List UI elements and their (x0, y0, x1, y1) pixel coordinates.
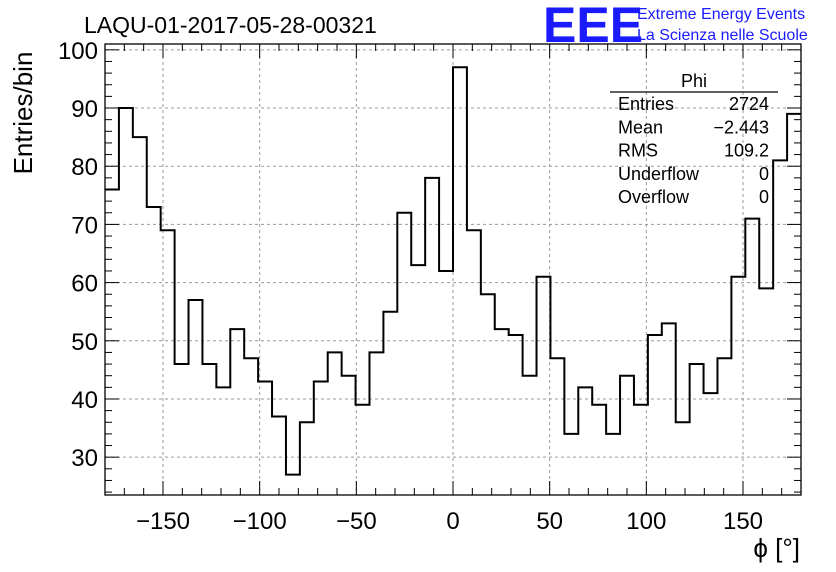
histogram-line (105, 66, 801, 476)
y-tick-label-1: 40 (71, 387, 98, 414)
eee-logo: EEE Extreme Energy Events La Scienza nel… (543, 0, 808, 53)
chart-title: LAQU-01-2017-05-28-00321 (84, 12, 377, 38)
y-tick-label-3: 60 (71, 271, 98, 298)
x-tick-label-1: −100 (233, 508, 287, 535)
stats-title: Phi (681, 71, 707, 91)
y-axis-title: Entries/bin (8, 52, 38, 175)
tick-labels: −150 −100 −50 0 50 100 150 30 40 50 60 70 80 90 100 (58, 38, 763, 535)
stats-label-4: Overflow (618, 187, 690, 207)
logo-line-1: Extreme Energy Events (637, 6, 805, 23)
x-axis-title: ϕ [°] (753, 533, 800, 563)
y-tick-label-0: 30 (71, 445, 98, 472)
x-tick-label-5: 100 (626, 508, 666, 535)
x-tick-label-6: 150 (723, 508, 763, 535)
stats-label-3: Underflow (618, 164, 700, 184)
y-tick-label-5: 80 (71, 154, 98, 181)
logo-mark: EEE (543, 0, 643, 53)
x-tick-label-3: 0 (446, 508, 459, 535)
stats-label-1: Mean (618, 117, 663, 137)
y-tick-label-2: 50 (71, 329, 98, 356)
y-tick-label-4: 70 (71, 212, 98, 239)
x-tick-label-4: 50 (536, 508, 563, 535)
histogram-series (105, 66, 801, 476)
stats-rows: Entries 2724 Mean −2.443 RMS 109.2 Underflow 0 O… (618, 94, 769, 207)
stats-value-4: 0 (759, 187, 769, 207)
y-tick-label-6: 90 (71, 96, 98, 123)
ticks (105, 44, 801, 495)
stats-value-3: 0 (759, 164, 769, 184)
stats-label-2: RMS (618, 141, 658, 161)
stats-value-0: 2724 (729, 94, 769, 114)
stats-box: Phi Entries 2724 Mean −2.443 RMS 109.2 Underfl… (610, 71, 778, 207)
stats-value-1: −2.443 (713, 117, 769, 137)
stats-label-0: Entries (618, 94, 674, 114)
y-tick-label-7: 100 (58, 38, 98, 65)
x-tick-label-0: −150 (136, 508, 190, 535)
x-tick-label-2: −50 (336, 508, 377, 535)
stats-value-2: 109.2 (724, 141, 769, 161)
logo-line-2: La Scienza nelle Scuole (637, 27, 808, 44)
